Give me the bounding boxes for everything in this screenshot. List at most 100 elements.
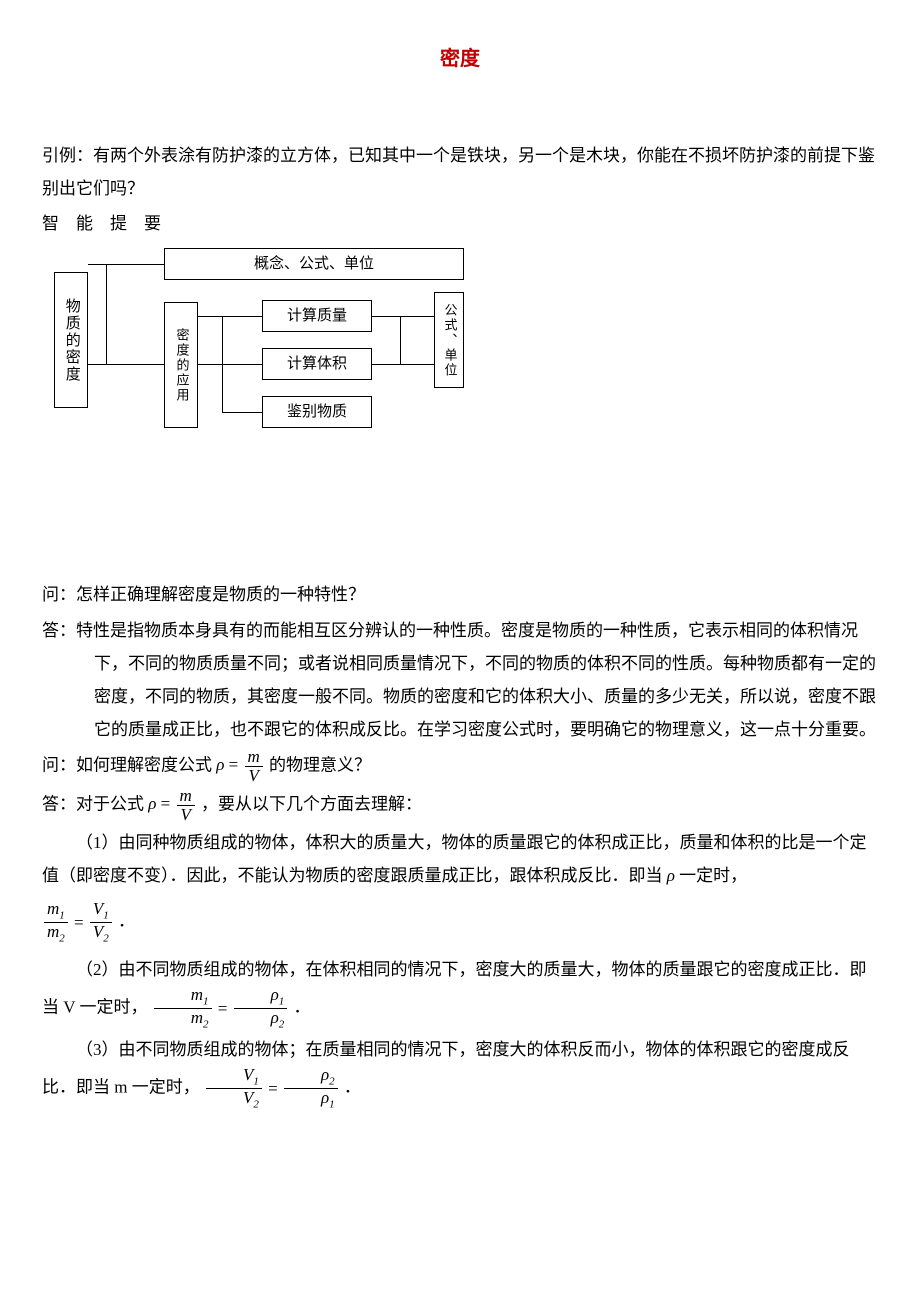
diagram-item-volume: 计算体积 bbox=[262, 348, 372, 380]
frac-m-v-2: mV bbox=[177, 787, 195, 824]
concept-diagram: 物质的密度 概念、公式、单位 密度的应用 计算质量 计算体积 鉴别物质 公式、单… bbox=[54, 248, 474, 438]
sub2: 2 bbox=[279, 1018, 285, 1030]
rho: ρ bbox=[271, 985, 279, 1004]
diagram-line bbox=[88, 364, 164, 365]
question-1: 问：怎样正确理解密度是物质的一种特性？ bbox=[42, 578, 878, 611]
q1-label: 问： bbox=[42, 585, 76, 604]
m: m bbox=[191, 985, 203, 1004]
sub1: 1 bbox=[253, 1075, 259, 1087]
frac-v1-v2: V1 V2 bbox=[90, 900, 112, 945]
num-v1: V1 bbox=[206, 1066, 262, 1089]
num-rho2: ρ2 bbox=[284, 1066, 338, 1089]
den-v: V bbox=[245, 767, 263, 785]
v: V bbox=[93, 922, 103, 941]
num-m: m bbox=[245, 748, 263, 767]
num-rho1: ρ1 bbox=[234, 986, 288, 1009]
diagram-item-mass: 计算质量 bbox=[262, 300, 372, 332]
frac-m1-m2: m1 m2 bbox=[44, 900, 68, 945]
m: m bbox=[47, 922, 59, 941]
rho: ρ bbox=[271, 1008, 279, 1027]
intro-label: 引例： bbox=[42, 146, 93, 165]
frac-m-v: mV bbox=[245, 748, 263, 785]
intro-text: 有两个外表涂有防护漆的立方体，已知其中一个是铁块，另一个是木块，你能在不损坏防护… bbox=[42, 146, 875, 198]
period: ． bbox=[118, 911, 135, 930]
den-m2: m2 bbox=[44, 923, 68, 945]
m: m bbox=[191, 1008, 203, 1027]
num-m1: m1 bbox=[44, 900, 68, 923]
rho-sym: ρ bbox=[667, 866, 675, 885]
p1-text-b: 一定时， bbox=[679, 866, 747, 885]
num-v1: V1 bbox=[90, 900, 112, 923]
diagram-mid-left-box: 密度的应用 bbox=[164, 302, 198, 428]
num-m: m bbox=[177, 787, 195, 806]
eq: = bbox=[268, 1079, 278, 1098]
q2-text-a: 如何理解密度公式 bbox=[76, 755, 212, 774]
diagram-item-identify: 鉴别物质 bbox=[262, 396, 372, 428]
eq: = bbox=[218, 999, 228, 1018]
sub2: 2 bbox=[59, 932, 65, 944]
diagram-line bbox=[198, 316, 262, 317]
m: m bbox=[47, 899, 59, 918]
sub2: 2 bbox=[253, 1098, 259, 1110]
diagram-line bbox=[88, 264, 164, 265]
eq: = bbox=[74, 913, 84, 932]
answer-1: 答：特性是指物质本身具有的而能相互区分辨认的一种性质。密度是物质的一种性质，它表… bbox=[42, 614, 878, 747]
a2-text-a: 对于公式 bbox=[76, 794, 144, 813]
sub1: 1 bbox=[203, 995, 209, 1007]
diagram-line bbox=[372, 316, 434, 317]
period: ． bbox=[344, 1077, 361, 1096]
v: V bbox=[93, 899, 103, 918]
den-v2: V2 bbox=[90, 923, 112, 945]
a1-text: 特性是指物质本身具有的而能相互区分辨认的一种性质。密度是物质的一种性质，它表示相… bbox=[76, 621, 876, 739]
den-rho2: ρ2 bbox=[234, 1009, 288, 1031]
rho: ρ bbox=[148, 794, 156, 813]
frac-rho2-rho1: ρ2 ρ1 bbox=[284, 1066, 338, 1111]
diagram-right-box: 公式、单位 bbox=[434, 292, 464, 388]
v: V bbox=[243, 1088, 253, 1107]
a2-text-b: ，要从以下几个方面去理解： bbox=[201, 794, 422, 813]
point-1: （1）由同种物质组成的物体，体积大的质量大，物体的质量跟它的体积成正比，质量和体… bbox=[42, 826, 878, 892]
v: V bbox=[243, 1065, 253, 1084]
q2-text-b: 的物理意义？ bbox=[269, 755, 371, 774]
frac-v1-v2-b: V1 V2 bbox=[206, 1066, 262, 1111]
frac-rho1-rho2: ρ1 ρ2 bbox=[234, 986, 288, 1031]
sub2: 2 bbox=[103, 932, 109, 944]
diagram-top-box: 概念、公式、单位 bbox=[164, 248, 464, 280]
answer-2: 答：对于公式 ρ = mV ，要从以下几个方面去理解： bbox=[42, 787, 878, 824]
num-m1: m1 bbox=[154, 986, 212, 1009]
formula-rho-mv: ρ = mV bbox=[216, 755, 269, 774]
a2-label: 答： bbox=[42, 794, 76, 813]
p3-text-a: （3）由不同物质组成的物体；在质量相同的情况下，密度大的体积反而小，物体的体积跟… bbox=[42, 1040, 850, 1096]
diagram-line bbox=[106, 264, 107, 364]
sub1: 1 bbox=[279, 995, 285, 1007]
eq: = bbox=[229, 755, 239, 774]
formula-rho-mv-2: ρ = mV bbox=[148, 794, 201, 813]
period: ． bbox=[294, 997, 311, 1016]
den-rho1: ρ1 bbox=[284, 1089, 338, 1111]
sub2: 2 bbox=[203, 1018, 209, 1030]
point-1-formula: m1 m2 = V1 V2 ． bbox=[42, 894, 878, 951]
diagram-left-box: 物质的密度 bbox=[54, 272, 88, 408]
rho: ρ bbox=[321, 1088, 329, 1107]
diagram-line bbox=[372, 364, 434, 365]
q1-text: 怎样正确理解密度是物质的一种特性？ bbox=[76, 585, 365, 604]
point-2: （2）由不同物质组成的物体，在体积相同的情况下，密度大的质量大，物体的质量跟它的… bbox=[42, 953, 878, 1031]
a1-label: 答： bbox=[42, 621, 76, 640]
page-title: 密度 bbox=[42, 40, 878, 79]
sub1: 1 bbox=[329, 1098, 335, 1110]
den-v: V bbox=[177, 806, 195, 824]
sub1: 1 bbox=[103, 909, 109, 921]
rho: ρ bbox=[216, 755, 224, 774]
den-v2: V2 bbox=[206, 1089, 262, 1111]
eq: = bbox=[161, 794, 171, 813]
diagram-line bbox=[400, 316, 401, 364]
diagram-line bbox=[198, 364, 262, 365]
section-heading: 智 能 提 要 bbox=[42, 207, 878, 240]
diagram-line bbox=[222, 412, 262, 413]
question-2: 问：如何理解密度公式 ρ = mV 的物理意义？ bbox=[42, 748, 878, 785]
frac-m1-m2-b: m1 m2 bbox=[154, 986, 212, 1031]
sub2: 2 bbox=[329, 1075, 335, 1087]
point-3: （3）由不同物质组成的物体；在质量相同的情况下，密度大的体积反而小，物体的体积跟… bbox=[42, 1033, 878, 1111]
rho: ρ bbox=[321, 1065, 329, 1084]
den-m2: m2 bbox=[154, 1009, 212, 1031]
